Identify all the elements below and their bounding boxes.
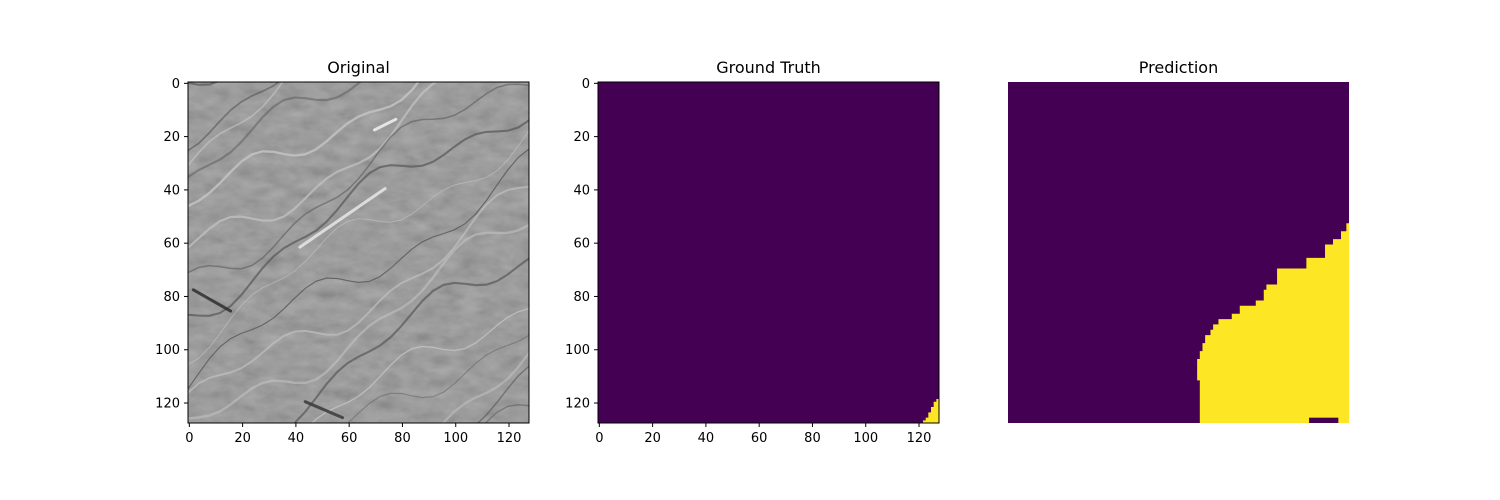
x-tick-label: 20 xyxy=(644,431,661,446)
y-tick-label: 100 xyxy=(155,343,180,358)
reflector-accent xyxy=(298,187,387,249)
x-tick-label: 80 xyxy=(804,431,821,446)
x-axis: 0 20 40 60 80 100 120 xyxy=(595,423,931,446)
y-tick-label: 0 xyxy=(582,77,590,92)
reflector-accent xyxy=(191,288,233,313)
mask-image xyxy=(1008,82,1349,423)
reflector-line xyxy=(188,223,529,420)
class1-region xyxy=(1197,223,1349,423)
y-tick-label: 60 xyxy=(573,237,590,252)
reflector-line xyxy=(188,0,529,31)
x-tick-label: 80 xyxy=(394,431,411,446)
reflector-line xyxy=(441,352,529,423)
x-tick-label: 60 xyxy=(341,431,358,446)
x-tick-label: 20 xyxy=(234,431,251,446)
panel-original: Original 0 20 40 60 80 100 120 0 20 40 60 80 100 120 xyxy=(155,0,530,500)
x-tick-label: 40 xyxy=(288,431,305,446)
panel-ground-truth: Ground Truth 0 20 40 60 80 100 120 0 20 40 60 80 10… xyxy=(565,58,940,446)
x-tick-label: 0 xyxy=(185,431,193,446)
seismic-image xyxy=(188,0,529,500)
x-tick-label: 100 xyxy=(853,431,878,446)
axes-frame xyxy=(187,81,530,424)
y-tick-label: 100 xyxy=(565,343,590,358)
y-axis: 0 20 40 60 80 100 120 xyxy=(155,77,188,412)
mask-image xyxy=(598,82,939,423)
reflector-line xyxy=(311,307,529,423)
x-tick-label: 120 xyxy=(497,431,522,446)
x-axis: 0 20 40 60 80 100 120 xyxy=(185,423,521,446)
reflector-line xyxy=(188,82,281,152)
y-tick-label: 120 xyxy=(155,397,180,412)
y-tick-label: 120 xyxy=(565,397,590,412)
y-tick-label: 20 xyxy=(163,130,180,145)
class0-hole xyxy=(1309,417,1339,423)
panel-title-ground-truth: Ground Truth xyxy=(716,58,821,77)
reflector-line xyxy=(188,82,284,166)
x-tick-label: 0 xyxy=(595,431,603,446)
y-tick-label: 0 xyxy=(172,77,180,92)
reflector-line xyxy=(188,82,420,208)
y-tick-label: 60 xyxy=(163,237,180,252)
reflector-line xyxy=(188,148,529,390)
panel-prediction: Prediction xyxy=(1008,58,1349,423)
x-tick-label: 120 xyxy=(907,431,932,446)
reflector-accent xyxy=(303,400,345,420)
reflector-line xyxy=(188,82,363,178)
y-tick-label: 40 xyxy=(573,183,590,198)
reflector-line xyxy=(188,0,529,15)
y-axis: 0 20 40 60 80 100 120 xyxy=(565,77,598,412)
y-tick-label: 20 xyxy=(573,130,590,145)
reflector-line xyxy=(188,83,529,274)
reflector-line xyxy=(188,119,529,317)
panel-title-prediction: Prediction xyxy=(1139,58,1218,77)
reflector-line xyxy=(188,130,529,366)
x-tick-label: 100 xyxy=(443,431,468,446)
y-tick-label: 80 xyxy=(163,290,180,305)
reflector-line xyxy=(292,257,529,423)
reflector-line xyxy=(188,470,529,500)
y-tick-label: 40 xyxy=(163,183,180,198)
reflector-line xyxy=(347,334,529,423)
x-tick-label: 60 xyxy=(751,431,768,446)
class1-region xyxy=(923,399,939,423)
x-tick-label: 40 xyxy=(698,431,715,446)
panel-title-original: Original xyxy=(327,58,390,77)
reflector-line xyxy=(188,82,439,249)
reflector-line xyxy=(188,185,529,394)
y-tick-label: 80 xyxy=(573,290,590,305)
reflector-accent xyxy=(372,117,398,132)
axes-frame xyxy=(597,81,940,424)
